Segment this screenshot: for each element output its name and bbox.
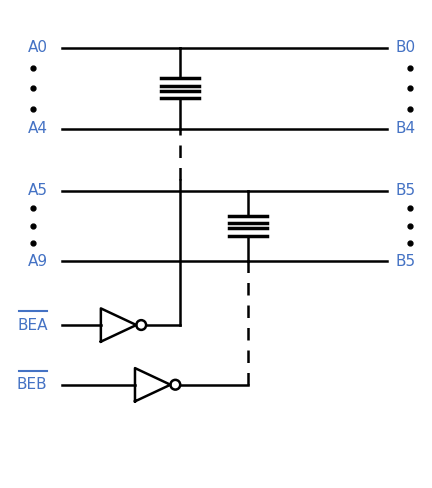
Text: B5: B5 [395, 183, 415, 198]
Text: A4: A4 [28, 122, 48, 136]
Text: B4: B4 [395, 122, 415, 136]
Text: BEB: BEB [17, 377, 48, 392]
Text: A9: A9 [27, 254, 48, 268]
Text: A0: A0 [28, 41, 48, 55]
Text: B0: B0 [395, 41, 415, 55]
Text: B5: B5 [395, 254, 415, 268]
Text: A5: A5 [28, 183, 48, 198]
Text: BEA: BEA [17, 318, 48, 332]
